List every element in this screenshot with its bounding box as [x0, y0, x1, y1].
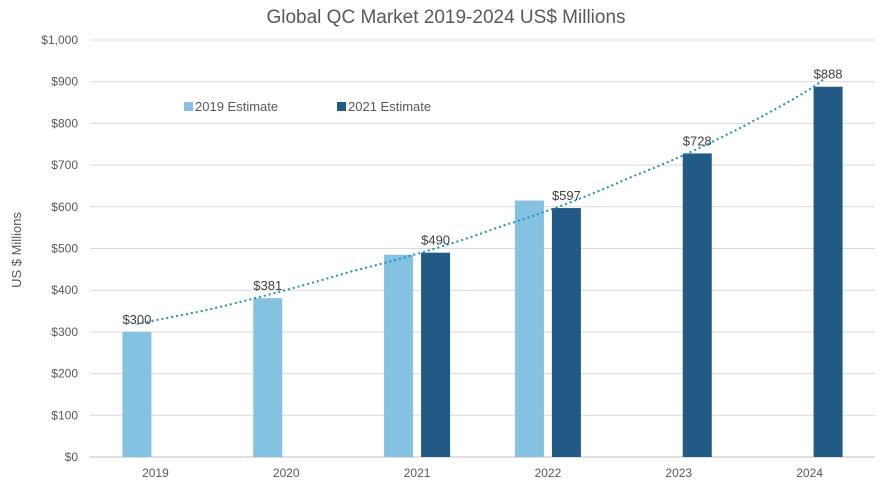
data-label: $888	[814, 67, 843, 82]
bar	[551, 208, 581, 457]
y-tick-label: $0	[65, 450, 79, 464]
y-tick-label: $400	[51, 283, 78, 297]
y-tick-label: $100	[51, 408, 78, 422]
x-axis-ticks: 2019 2020 2021 2022 2023 2024	[142, 466, 823, 480]
data-labels: $300 $381 $490 $597 $728 $888	[122, 67, 842, 327]
x-tick-label: 2023	[665, 466, 692, 480]
x-tick-label: 2024	[796, 466, 823, 480]
x-tick-label: 2020	[273, 466, 300, 480]
y-tick-label: $500	[51, 242, 78, 256]
y-tick-label: $800	[51, 116, 78, 130]
x-tick-label: 2022	[535, 466, 562, 480]
data-label: $597	[552, 188, 581, 203]
legend-swatch	[337, 102, 346, 111]
legend-label: 2019 Estimate	[195, 99, 278, 114]
y-tick-label: $900	[51, 75, 78, 89]
y-axis-ticks: $0 $100 $200 $300 $400 $500 $600 $700 $800 $900 $1…	[41, 33, 78, 464]
data-label: $728	[683, 133, 712, 148]
bar	[813, 86, 843, 457]
y-tick-label: $600	[51, 200, 78, 214]
bar	[122, 331, 152, 457]
bar	[384, 254, 414, 457]
bar	[421, 252, 451, 457]
gridlines	[90, 39, 875, 458]
y-tick-label: $700	[51, 158, 78, 172]
data-label: $381	[253, 278, 282, 293]
y-tick-label: $200	[51, 367, 78, 381]
bar	[514, 200, 544, 458]
bar	[253, 298, 283, 457]
bars	[122, 86, 843, 458]
chart-title: Global QC Market 2019-2024 US$ Millions	[266, 7, 625, 28]
legend-swatch	[184, 102, 193, 111]
legend-label: 2021 Estimate	[348, 99, 431, 114]
data-label: $300	[122, 312, 151, 327]
x-tick-label: 2019	[142, 466, 169, 480]
y-axis-label: US $ Millions	[9, 212, 24, 288]
data-label: $490	[421, 233, 450, 248]
bar	[682, 153, 712, 457]
x-tick-label: 2021	[404, 466, 431, 480]
y-tick-label: $300	[51, 325, 78, 339]
legend: 2019 Estimate 2021 Estimate	[184, 99, 431, 114]
y-tick-label: $1,000	[41, 33, 78, 47]
